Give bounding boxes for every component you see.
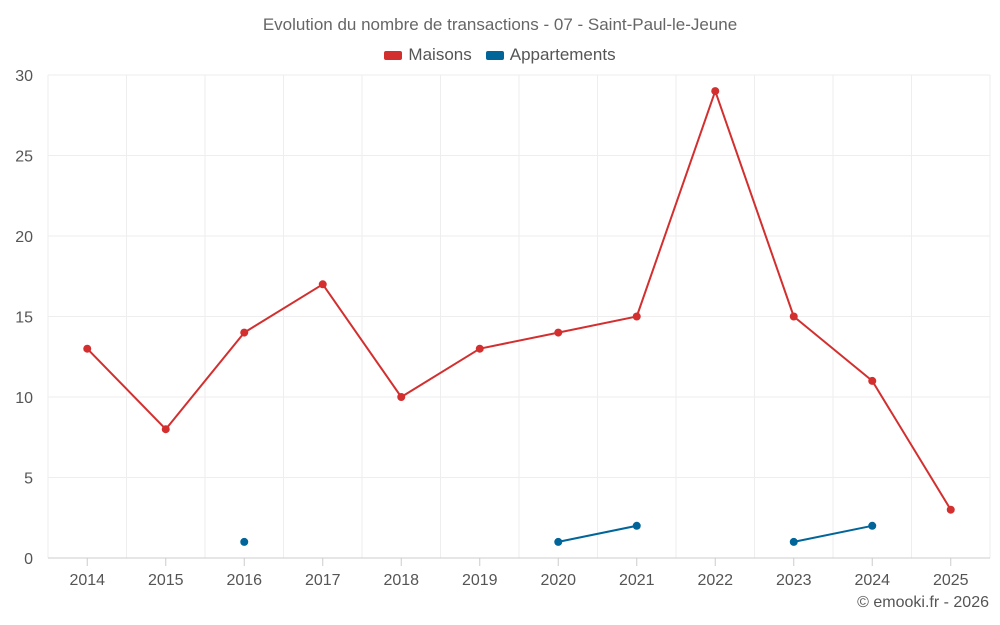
data-point-maisons[interactable] — [475, 344, 484, 353]
credit-text: © emooki.fr - 2026 — [857, 594, 989, 611]
data-point-maisons[interactable] — [554, 328, 563, 337]
x-tick-label: 2015 — [148, 572, 184, 589]
data-point-appartements[interactable] — [868, 521, 877, 530]
data-point-maisons[interactable] — [83, 344, 92, 353]
legend-label-maisons: Maisons — [408, 45, 472, 64]
x-tick-label: 2020 — [540, 572, 576, 589]
data-point-maisons[interactable] — [946, 505, 955, 514]
legend: Maisons Appartements — [0, 45, 1000, 65]
y-tick-label: 10 — [15, 390, 33, 407]
chart-title: Evolution du nombre de transactions - 07… — [262, 15, 738, 34]
data-point-maisons[interactable] — [632, 312, 641, 321]
legend-swatch-maisons — [384, 50, 403, 60]
data-point-maisons[interactable] — [711, 87, 720, 96]
x-tick-label: 2023 — [776, 572, 812, 589]
data-point-maisons[interactable] — [240, 328, 249, 337]
y-tick-label: 30 — [15, 68, 33, 85]
y-tick-label: 5 — [24, 471, 33, 488]
data-point-appartements[interactable] — [789, 537, 798, 546]
x-tick-label: 2016 — [226, 572, 262, 589]
data-point-maisons[interactable] — [397, 393, 406, 401]
x-tick-label: 2017 — [305, 572, 341, 589]
data-point-maisons[interactable] — [868, 376, 877, 385]
x-tick-label: 2024 — [854, 572, 890, 589]
data-point-maisons[interactable] — [789, 312, 798, 321]
series-line-appartements — [557, 524, 874, 543]
legend-swatch-appartements — [485, 50, 504, 60]
x-tick-label: 2019 — [462, 572, 498, 589]
data-point-appartements[interactable] — [632, 521, 641, 530]
y-tick-label: 15 — [15, 310, 33, 327]
y-tick-label: 20 — [15, 229, 33, 246]
x-tick-label: 2025 — [933, 572, 969, 589]
legend-item-maisons[interactable]: Maisons — [384, 45, 472, 65]
legend-item-appartements[interactable]: Appartements — [485, 45, 616, 65]
x-tick-label: 2022 — [697, 572, 733, 589]
data-point-maisons[interactable] — [318, 280, 327, 289]
series-line-maisons — [86, 90, 952, 511]
x-tick-label: 2021 — [619, 572, 655, 589]
data-point-maisons[interactable] — [161, 425, 170, 434]
data-point-appartements[interactable] — [240, 537, 249, 546]
x-tick-label: 2014 — [69, 572, 105, 589]
data-point-appartements[interactable] — [554, 537, 563, 546]
x-tick-label: 2018 — [383, 572, 419, 589]
y-tick-label: 25 — [15, 149, 33, 166]
y-tick-label: 0 — [24, 551, 33, 568]
legend-label-appartements: Appartements — [509, 45, 616, 64]
